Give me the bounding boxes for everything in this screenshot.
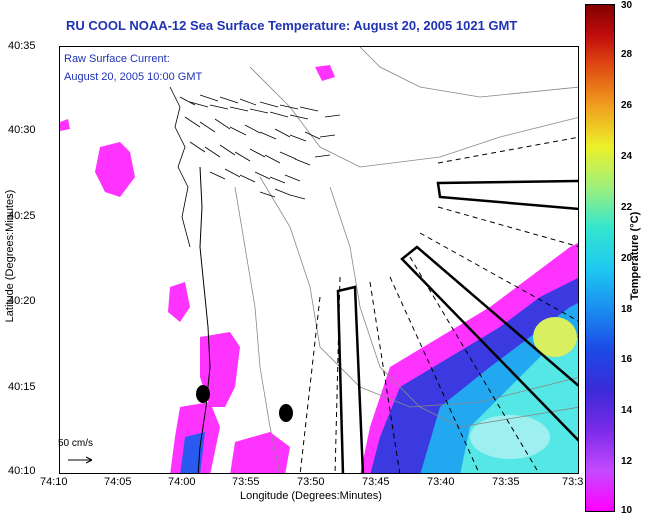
colorbar-tick: 16 bbox=[621, 354, 633, 365]
colorbar-tick: 18 bbox=[621, 304, 633, 315]
bathymetry-contour bbox=[359, 47, 578, 98]
y-axis-label: Latitude (Degrees:Minutes) bbox=[4, 189, 16, 323]
scale-label: 50 cm/s bbox=[58, 438, 94, 449]
colorbar-tick: 12 bbox=[621, 456, 633, 467]
bathymetry-contour bbox=[329, 186, 578, 428]
colorbar-tick: 22 bbox=[621, 202, 633, 213]
colorbar-tick: 30 bbox=[621, 0, 633, 11]
sst-coastal-patch bbox=[315, 65, 335, 81]
coastline bbox=[197, 166, 211, 473]
x-tick-label: 74:10 bbox=[40, 476, 68, 488]
sst-coastal-patch bbox=[95, 142, 135, 197]
x-tick-label: 73:35 bbox=[492, 476, 520, 488]
y-tick-label: 40:20 bbox=[8, 295, 36, 307]
map-canvas bbox=[60, 47, 578, 473]
x-tick-label: 73:55 bbox=[232, 476, 260, 488]
sst-coastal-patch bbox=[230, 432, 290, 473]
radar-sector-outline bbox=[436, 179, 578, 211]
bathymetry-contour bbox=[234, 186, 280, 473]
map-plot-area: Raw Surface Current: August 20, 2005 10:… bbox=[59, 46, 579, 474]
radar-sector-outline bbox=[336, 285, 365, 473]
sst-yellow-spot bbox=[533, 317, 577, 357]
colorbar-tick: 24 bbox=[621, 151, 633, 162]
x-tick-label: 74:05 bbox=[104, 476, 132, 488]
colorbar-tick: 10 bbox=[621, 505, 633, 516]
x-tick-label: 73:3 bbox=[562, 476, 584, 488]
legend-line-2: August 20, 2005 10:00 GMT bbox=[64, 71, 203, 83]
station-marker bbox=[279, 404, 293, 422]
y-tick-label: 40:25 bbox=[8, 210, 36, 222]
x-axis-label: Longitude (Degrees:Minutes) bbox=[240, 490, 382, 502]
legend-line-1: Raw Surface Current: bbox=[64, 53, 170, 65]
colorbar-tick: 26 bbox=[621, 100, 633, 111]
surface-current-vectors bbox=[179, 94, 341, 200]
x-tick-label: 73:50 bbox=[297, 476, 325, 488]
colorbar-tick: 28 bbox=[621, 49, 633, 60]
y-tick-label: 40:30 bbox=[8, 124, 36, 136]
map-title: RU COOL NOAA-12 Sea Surface Temperature:… bbox=[66, 18, 518, 33]
sst-coastal-patch bbox=[168, 282, 190, 322]
sst-cyan-spot bbox=[470, 415, 550, 459]
x-tick-label: 73:40 bbox=[427, 476, 455, 488]
scale-arrow-head bbox=[85, 456, 93, 464]
x-tick-label: 74:00 bbox=[168, 476, 196, 488]
temperature-colorbar bbox=[585, 4, 615, 512]
sst-coastal-patch bbox=[60, 119, 70, 131]
y-tick-label: 40:35 bbox=[8, 40, 36, 52]
x-tick-label: 73:45 bbox=[362, 476, 390, 488]
colorbar-tick: 14 bbox=[621, 405, 633, 416]
station-marker bbox=[196, 385, 210, 403]
radial-dashed-lines bbox=[299, 136, 578, 473]
coastline bbox=[169, 86, 191, 248]
sst-coastal-patch bbox=[200, 332, 240, 407]
colorbar-tick: 20 bbox=[621, 253, 633, 264]
radar-sector-outline bbox=[400, 245, 578, 442]
y-tick-label: 40:10 bbox=[8, 465, 36, 477]
y-tick-label: 40:15 bbox=[8, 381, 36, 393]
